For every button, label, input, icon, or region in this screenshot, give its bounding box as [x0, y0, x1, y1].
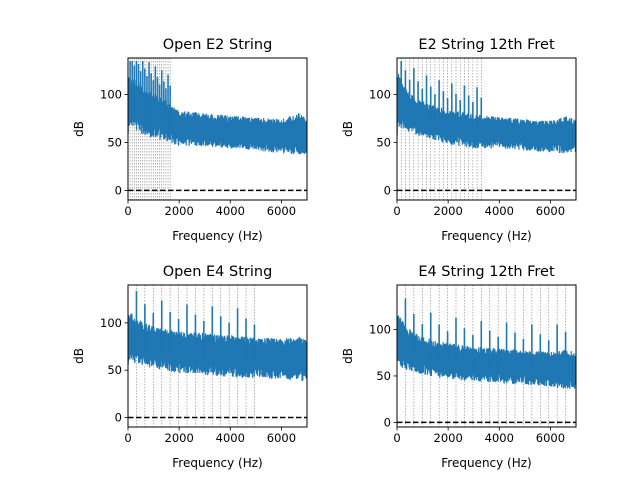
y-tick-label: 0 [384, 415, 391, 429]
subplot-title: E2 String 12th Fret [418, 37, 555, 53]
y-tick-label: 0 [115, 411, 122, 425]
x-axis-label: Frequency (Hz) [172, 456, 263, 470]
x-tick-label: 2000 [165, 431, 194, 445]
subplot-e2-12th-fret: E2 String 12th Fret 0 2000 4000 6000050100 … [341, 37, 577, 243]
x-tick-label: 2000 [434, 204, 463, 218]
y-tick-label: 50 [376, 135, 391, 149]
subplot-open-e2: Open E2 String 0 2000 4000 6000 0 50 100 Frequ… [72, 37, 308, 243]
y-tick-label: 100 [369, 323, 391, 337]
axes-frame [396, 284, 577, 428]
y-tick-label: 50 [107, 363, 122, 377]
y-tick-label: 0 [115, 183, 122, 197]
ticks: 0 2000 4000 6000 0 50 100 [100, 316, 296, 445]
subplot-e4-12th-fret: E4 String 12th Fret 0 2000 4000 6000050100 … [341, 264, 577, 470]
y-axis-label: dB [72, 121, 86, 137]
y-tick-label: 50 [107, 135, 122, 149]
plot-area [397, 58, 576, 200]
x-tick-label: 6000 [267, 204, 296, 218]
x-tick-label: 4000 [216, 431, 245, 445]
y-axis-label: dB [72, 348, 86, 364]
y-tick-label: 0 [384, 183, 391, 197]
x-axis-label: Frequency (Hz) [172, 229, 263, 243]
x-tick-label: 2000 [165, 204, 194, 218]
y-tick-label: 50 [376, 369, 391, 383]
x-tick-label: 0 [124, 204, 131, 218]
subplot-title: Open E2 String [163, 37, 273, 53]
ticks: 0 2000 4000 6000 0 50 100 [369, 323, 565, 445]
axes-frame [396, 57, 577, 201]
plot-area [397, 285, 576, 427]
axes-frame [127, 284, 308, 428]
axes-frame [127, 57, 308, 201]
ticks: 0 2000 4000 6000 0 50 100 [369, 87, 565, 218]
x-tick-label: 0 [124, 431, 131, 445]
x-tick-label: 4000 [485, 431, 514, 445]
y-axis-label: dB [341, 348, 355, 364]
subplot-title: Open E4 String [163, 264, 273, 280]
y-tick-label: 100 [100, 316, 122, 330]
ticks: 0 2000 4000 6000 0 50 100 [100, 87, 296, 218]
x-tick-label: 0 [393, 204, 400, 218]
y-tick-label: 100 [100, 87, 122, 101]
spectrum-line [128, 313, 307, 382]
x-tick-label: 4000 [216, 204, 245, 218]
subplot-title: E4 String 12th Fret [418, 264, 555, 280]
spectrum-line [397, 315, 576, 389]
y-tick-label: 100 [369, 87, 391, 101]
plot-area [128, 285, 307, 427]
x-tick-label: 4000 [485, 204, 514, 218]
x-tick-label: 6000 [536, 431, 565, 445]
x-tick-label: 0 [393, 431, 400, 445]
y-axis-label: dB [341, 121, 355, 137]
x-tick-label: 2000 [434, 431, 463, 445]
subplot-open-e4: Open E4 String 0 2000 4000 6000 0 50 100 Frequ… [72, 264, 308, 470]
x-axis-label: Frequency (Hz) [441, 456, 532, 470]
x-axis-label: Frequency (Hz) [441, 229, 532, 243]
plot-area [128, 58, 307, 200]
x-tick-label: 6000 [536, 204, 565, 218]
x-tick-label: 6000 [267, 431, 296, 445]
